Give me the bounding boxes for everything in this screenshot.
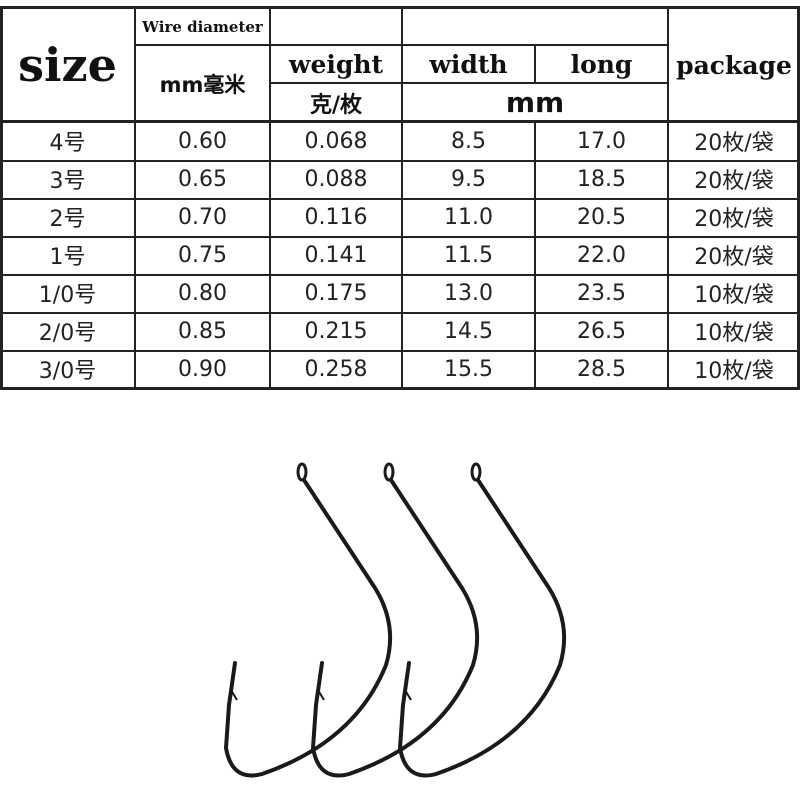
- table-border: [270, 82, 668, 84]
- table-cell: 0.85: [178, 318, 227, 344]
- table-cell: 0.60: [178, 128, 227, 154]
- header-long: long: [570, 49, 633, 79]
- table-cell: 0.80: [178, 280, 227, 306]
- table-cell: 23.5: [577, 280, 626, 306]
- table-cell: 20枚/袋: [694, 169, 774, 194]
- hook-icon: [223, 462, 393, 778]
- table-cell: 2/0号: [38, 321, 97, 346]
- table-cell: 0.70: [178, 204, 227, 230]
- table-cell: 1号: [49, 245, 86, 270]
- header-width: width: [429, 49, 508, 79]
- table-cell: 2号: [49, 207, 86, 232]
- table-cell: 11.0: [444, 204, 493, 230]
- table-cell: 10枚/袋: [694, 321, 774, 346]
- table-cell: 20枚/袋: [694, 131, 774, 156]
- table-cell: 0.258: [304, 356, 368, 382]
- table-cell: 17.0: [577, 128, 626, 154]
- table-cell: 10枚/袋: [694, 359, 774, 384]
- table-border: [401, 6, 403, 390]
- table-border: [0, 236, 800, 238]
- table-border: [0, 350, 800, 352]
- table-cell: 10枚/袋: [694, 283, 774, 308]
- header-weight: weight: [288, 49, 384, 79]
- table-border: [0, 120, 800, 123]
- header-package: package: [676, 50, 792, 80]
- table-border: [0, 274, 800, 276]
- table-cell: 3/0号: [38, 359, 97, 384]
- header-wire-diameter: Wire diameter: [142, 17, 263, 36]
- table-border: [534, 122, 536, 388]
- hook-icon: [397, 462, 567, 778]
- table-cell: 0.116: [304, 204, 368, 230]
- table-cell: 13.0: [444, 280, 493, 306]
- table-cell: 15.5: [444, 356, 493, 382]
- table-border: [0, 6, 3, 390]
- hooks-image: [223, 462, 567, 778]
- table-border: [134, 6, 136, 390]
- table-cell: 11.5: [444, 242, 493, 268]
- table-border: [0, 160, 800, 162]
- table-cell: 0.90: [178, 356, 227, 382]
- table-cell: 0.088: [304, 166, 368, 192]
- table-border: [0, 387, 800, 390]
- table-cell: 20枚/袋: [694, 245, 774, 270]
- header-weight-unit: 克/枚: [309, 92, 363, 118]
- table-border: [797, 6, 800, 390]
- header-size: size: [18, 38, 117, 92]
- table-border: [0, 198, 800, 200]
- table-border: [0, 312, 800, 314]
- header-dim-unit: mm: [505, 86, 565, 119]
- table-cell: 14.5: [444, 318, 493, 344]
- table-cell: 9.5: [451, 166, 486, 192]
- table-cell: 8.5: [451, 128, 486, 154]
- table-cell: 20枚/袋: [694, 207, 774, 232]
- table-cell: 26.5: [577, 318, 626, 344]
- table-cell: 0.75: [178, 242, 227, 268]
- table-cell: 1/0号: [38, 283, 97, 308]
- table-cell: 3号: [49, 169, 86, 194]
- table-cell: 0.215: [304, 318, 368, 344]
- table-cell: 4号: [49, 131, 86, 156]
- table-cell: 20.5: [577, 204, 626, 230]
- table-cell: 0.65: [178, 166, 227, 192]
- table-cell: 28.5: [577, 356, 626, 382]
- hook-icon: [310, 462, 480, 778]
- table-cell: 22.0: [577, 242, 626, 268]
- table-cell: 0.175: [304, 280, 368, 306]
- table-cell: 0.068: [304, 128, 368, 154]
- header-wire-unit: mm毫米: [159, 72, 246, 97]
- table-cell: 0.141: [304, 242, 368, 268]
- table-border: [269, 6, 271, 390]
- table-border: [667, 6, 669, 390]
- table-cell: 18.5: [577, 166, 626, 192]
- table-border: [0, 6, 800, 9]
- table-border: [534, 44, 536, 83]
